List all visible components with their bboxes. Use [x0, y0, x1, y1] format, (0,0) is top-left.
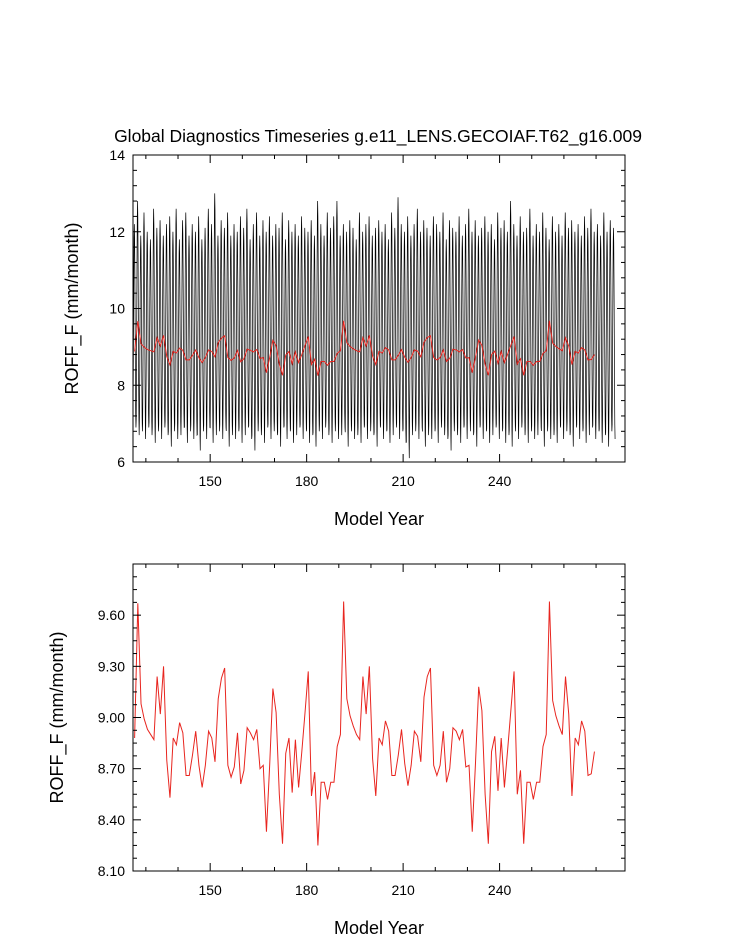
top-panel: 150 180 210 240 6 8 10 12 14 Model Year ROFF_F (mm… [62, 147, 626, 529]
y-tick-label: 8 [117, 377, 125, 393]
y-tick-label: 9.60 [98, 607, 125, 623]
y-tick-label: 8.40 [98, 812, 125, 828]
y-tick-label: 8.10 [98, 863, 125, 879]
y-tick-label: 9.00 [98, 710, 125, 726]
plot-frame [132, 563, 626, 872]
y-axis-label: ROFF_F (mm/month) [47, 631, 68, 803]
y-tick-label: 14 [109, 147, 125, 163]
y-tick-label: 12 [109, 224, 125, 240]
series-annual-line [134, 320, 595, 376]
x-axis-label: Model Year [334, 509, 424, 529]
x-tick-label: 150 [198, 882, 222, 898]
bottom-panel: 150 180 210 240 8.10 8.40 8.70 9.00 9.30 9.60 Mode… [47, 563, 626, 938]
y-tick-label: 8.70 [98, 761, 125, 777]
x-tick-label: 150 [198, 473, 222, 489]
x-tick-label: 210 [391, 473, 415, 489]
x-axis-label: Model Year [334, 918, 424, 938]
chart-title: Global Diagnostics Timeseries g.e11_LENS… [114, 126, 642, 147]
y-tick-label: 9.30 [98, 658, 125, 674]
x-tick-label: 240 [488, 473, 512, 489]
x-tick-label: 240 [488, 882, 512, 898]
x-tick-label: 210 [391, 882, 415, 898]
series-monthly-line [132, 193, 616, 459]
x-tick-label: 180 [295, 882, 319, 898]
y-axis-label: ROFF_F (mm/month) [62, 222, 83, 394]
series-annual-line [134, 601, 595, 846]
y-tick-label: 10 [109, 301, 125, 317]
x-tick-label: 180 [295, 473, 319, 489]
y-tick-label: 6 [117, 454, 125, 470]
